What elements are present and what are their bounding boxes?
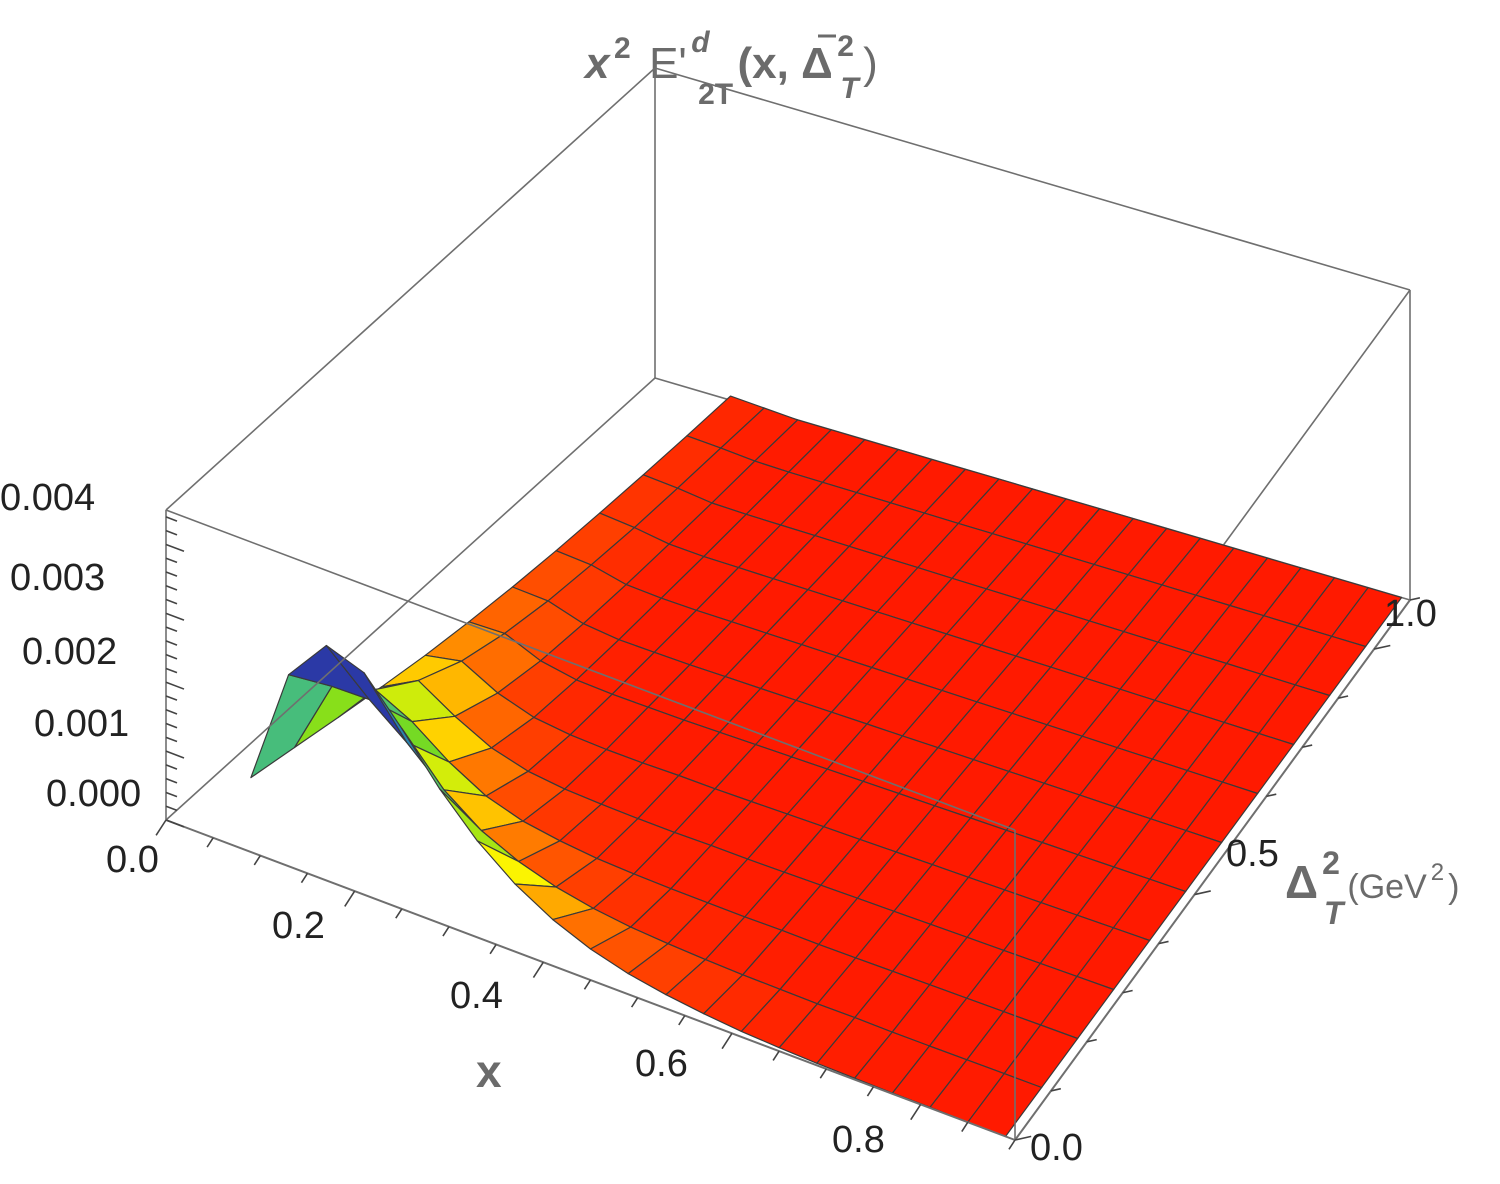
z-tick bbox=[165, 819, 185, 828]
z-tick bbox=[165, 709, 178, 715]
y-tick bbox=[1122, 989, 1133, 994]
z-tick bbox=[165, 750, 185, 759]
z-tick bbox=[165, 777, 178, 784]
x-tick bbox=[442, 926, 450, 937]
y-tick-label: 0.5 bbox=[1226, 833, 1279, 875]
x-tick bbox=[630, 997, 639, 1008]
x-tick-label: 0.0 bbox=[106, 839, 159, 881]
z-tick bbox=[165, 598, 178, 605]
y-tick bbox=[1230, 842, 1241, 847]
box-edge-back-top bbox=[654, 67, 1411, 291]
y-tick bbox=[1014, 1135, 1032, 1141]
z-tick bbox=[165, 681, 185, 690]
z-tick bbox=[165, 640, 178, 646]
box-edge-left-bottom bbox=[165, 377, 656, 821]
y-tick bbox=[1409, 597, 1421, 601]
x-tick-label: 0.4 bbox=[450, 975, 503, 1017]
y-tick bbox=[1050, 1087, 1061, 1092]
z-tick bbox=[165, 557, 178, 564]
x-tick bbox=[721, 1032, 733, 1050]
box-edge-right-bottom bbox=[1014, 599, 1411, 1141]
z-tick bbox=[165, 764, 178, 770]
y-tick bbox=[1158, 940, 1169, 945]
y-tick bbox=[1373, 644, 1391, 650]
x-tick bbox=[206, 837, 214, 848]
x-tick bbox=[1008, 1139, 1016, 1150]
z-tick bbox=[165, 543, 185, 553]
y-axis-label: Δ 2 T (GeV 2 ) bbox=[1285, 845, 1459, 931]
y-tick bbox=[1194, 890, 1211, 896]
x-tick bbox=[819, 1068, 828, 1079]
x-tick bbox=[910, 1104, 922, 1121]
x-tick bbox=[583, 979, 592, 990]
z-tick bbox=[165, 805, 178, 812]
z-tick-label: 0.000 bbox=[46, 773, 141, 815]
x-tick bbox=[253, 855, 262, 866]
z-tick bbox=[165, 653, 178, 660]
x-axis-label: x bbox=[476, 1045, 502, 1097]
chart-title: x 2 E' d 2T (x, Δ 2 T ) bbox=[583, 26, 878, 111]
z-tick-label: 0.003 bbox=[10, 557, 105, 599]
z-tick bbox=[165, 585, 178, 591]
x-tick bbox=[395, 908, 403, 919]
y-tick bbox=[1338, 695, 1349, 699]
z-tick bbox=[165, 722, 178, 729]
box-edge-front-top bbox=[165, 509, 1016, 831]
z-tick-label: 0.002 bbox=[22, 631, 117, 673]
x-tick bbox=[961, 1121, 969, 1133]
x-tick bbox=[155, 819, 167, 836]
z-tick bbox=[165, 612, 185, 621]
z-tick bbox=[165, 516, 178, 522]
box-edge-left-top bbox=[165, 67, 656, 511]
x-tick bbox=[300, 872, 309, 884]
x-tick bbox=[344, 890, 356, 907]
x-tick-label: 0.2 bbox=[272, 905, 325, 947]
x-tick bbox=[532, 961, 545, 978]
y-tick-label: 1.0 bbox=[1384, 593, 1437, 635]
z-tick bbox=[165, 791, 178, 798]
x-tick-label: 0.8 bbox=[832, 1119, 885, 1161]
axis-ticks bbox=[155, 516, 1421, 1150]
x-tick bbox=[772, 1050, 780, 1061]
z-tick bbox=[165, 667, 178, 674]
y-tick-label: 0.0 bbox=[1030, 1127, 1083, 1169]
x-tick bbox=[489, 944, 497, 955]
y-tick bbox=[1302, 744, 1313, 749]
z-tick bbox=[165, 626, 178, 633]
y-tick bbox=[1266, 793, 1277, 798]
tick-labels: 0.0 0.2 0.4 0.6 0.8 0.0 0.5 1.0 0.000 0.001 0.002 0… bbox=[0, 477, 1437, 1169]
y-tick bbox=[1086, 1038, 1097, 1043]
z-tick bbox=[165, 695, 178, 701]
z-tick-label: 0.004 bbox=[0, 477, 95, 519]
x-tick bbox=[678, 1015, 686, 1026]
z-tick bbox=[165, 571, 178, 577]
x-tick bbox=[866, 1086, 875, 1097]
x-tick-label: 0.6 bbox=[635, 1043, 688, 1085]
z-tick bbox=[165, 529, 178, 536]
surface-mesh bbox=[250, 395, 1403, 1138]
z-tick bbox=[165, 736, 178, 743]
z-tick-label: 0.001 bbox=[34, 703, 129, 745]
